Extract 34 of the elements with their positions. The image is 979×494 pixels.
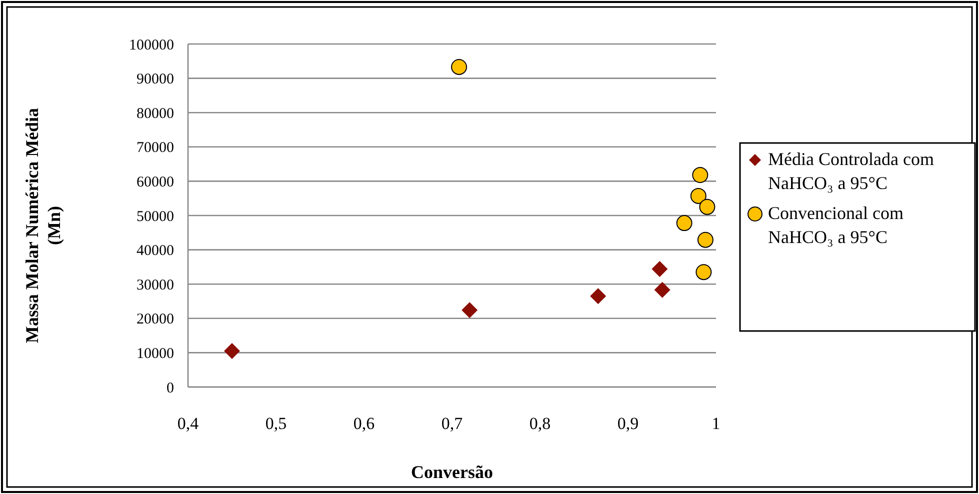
- y-tick-label: 80000: [136, 106, 174, 122]
- y-tick-label: 90000: [136, 72, 174, 88]
- point: [451, 58, 468, 75]
- point: [590, 288, 606, 304]
- legend-label: Média Controlada com NaHCO₃ a 95°C: [768, 149, 934, 193]
- y-tick-label: 0: [166, 380, 174, 396]
- point: [697, 232, 714, 248]
- y-tick-label: 10000: [136, 346, 174, 362]
- legend-label: Convencional com NaHCO₃ a 95°C: [768, 203, 904, 247]
- x-tick-label: 0,7: [441, 414, 464, 433]
- y-tick-label: 20000: [136, 312, 174, 328]
- point: [224, 342, 240, 359]
- y-axis-title: Massa Molar Numérica Média (Mn): [22, 108, 64, 344]
- y-tick-label: 60000: [136, 174, 174, 190]
- y-tick-label: 30000: [136, 277, 174, 294]
- point: [699, 198, 716, 215]
- x-tick-label: 0,8: [529, 414, 551, 433]
- y-tick-label: 70000: [136, 140, 174, 156]
- point: [690, 188, 706, 204]
- x-tick-label: 1: [712, 414, 720, 433]
- x-tick-label: 0,9: [617, 414, 639, 433]
- y-tick-label: 50000: [136, 208, 174, 225]
- x-tick-label: 0,5: [265, 414, 287, 433]
- y-tick-label: 40000: [136, 243, 174, 260]
- point: [654, 282, 670, 298]
- point: [696, 264, 712, 280]
- x-tick-label: 0,6: [353, 414, 375, 433]
- point: [652, 261, 668, 278]
- point: [676, 215, 692, 232]
- point: [692, 167, 708, 184]
- x-tick-label: 0,4: [177, 414, 200, 433]
- y-tick-label: 100000: [129, 37, 174, 54]
- point: [462, 302, 478, 318]
- x-axis-title: Conversão: [411, 462, 493, 482]
